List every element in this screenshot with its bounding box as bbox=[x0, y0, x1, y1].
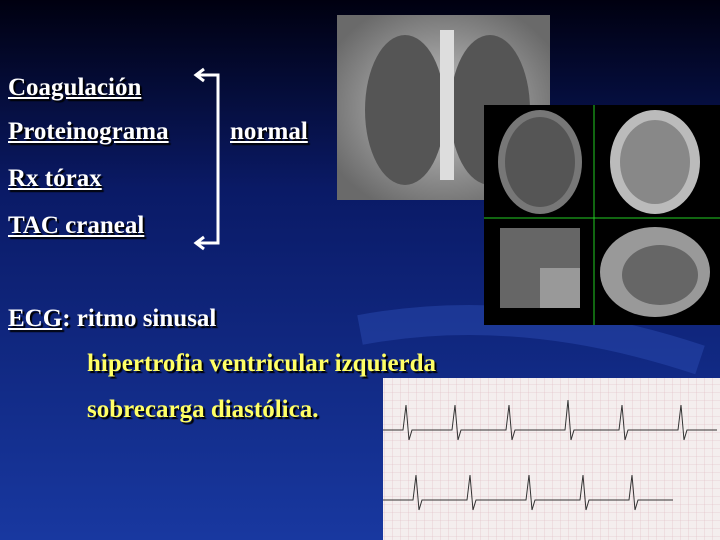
ecg-finding: : ritmo sinusal bbox=[62, 305, 217, 332]
ecg-detail: hipertrofia ventricular izquierda bbox=[87, 350, 437, 377]
item: TAC craneal bbox=[8, 212, 145, 239]
ecg-strip bbox=[383, 378, 720, 540]
ecg-label: ECG bbox=[8, 305, 63, 332]
result: normal bbox=[230, 118, 308, 145]
ecg-detail: sobrecarga diastólica. bbox=[87, 396, 319, 423]
ecg-line: ECG: ritmo sinusal bbox=[8, 305, 216, 333]
item: Proteinograma bbox=[8, 118, 169, 145]
bracket bbox=[193, 67, 220, 251]
ct-scans bbox=[484, 105, 720, 325]
item: Coagulación bbox=[8, 74, 142, 101]
item: Rx tórax bbox=[8, 165, 102, 192]
